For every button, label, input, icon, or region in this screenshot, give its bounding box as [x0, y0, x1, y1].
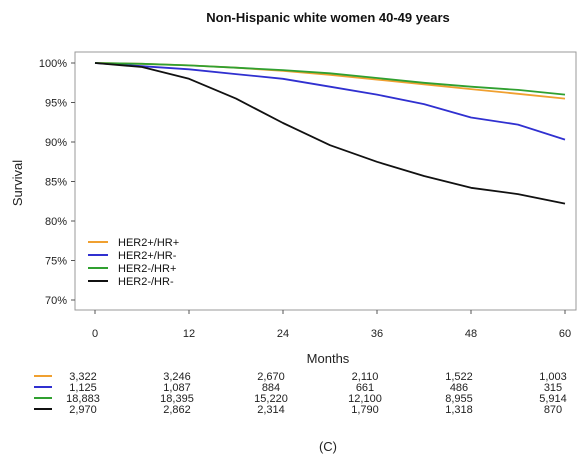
y-axis-label: Survival — [10, 160, 25, 206]
risk-count: 8,955 — [445, 393, 473, 405]
risk-count: 661 — [356, 382, 374, 394]
y-tick-label: 70% — [45, 295, 67, 307]
legend-label: HER2-/HR- — [118, 276, 174, 288]
series-line — [94, 62, 566, 96]
risk-count: 3,246 — [163, 371, 191, 383]
risk-count: 5,914 — [539, 393, 567, 405]
figure-caption: (C) — [319, 439, 337, 454]
legend-label: HER2+/HR+ — [118, 237, 179, 249]
risk-count: 870 — [544, 404, 562, 416]
chart-title: Non-Hispanic white women 40-49 years — [206, 10, 449, 25]
legend-label: HER2-/HR+ — [118, 263, 176, 275]
x-axis-label: Months — [307, 351, 350, 366]
risk-count: 18,883 — [66, 393, 100, 405]
x-tick-label: 48 — [465, 328, 477, 340]
risk-count: 1,087 — [163, 382, 191, 394]
x-tick-label: 12 — [183, 328, 195, 340]
x-tick-label: 0 — [92, 328, 98, 340]
risk-count: 1,522 — [445, 371, 473, 383]
risk-count: 3,322 — [69, 371, 97, 383]
risk-count: 18,395 — [160, 393, 194, 405]
x-tick-label: 60 — [559, 328, 571, 340]
plot-area: 70% 75% 80% 85% 90% 95% 100% 0 12 24 36 48 60 — [39, 51, 577, 340]
risk-count: 2,314 — [257, 404, 285, 416]
risk-count: 2,110 — [352, 371, 379, 383]
y-tick-label: 90% — [45, 137, 67, 149]
x-tick-label: 36 — [371, 328, 383, 340]
y-tick-label: 100% — [39, 58, 67, 70]
risk-count: 884 — [262, 382, 280, 394]
risk-count: 12,100 — [348, 393, 382, 405]
risk-count: 315 — [544, 382, 562, 394]
risk-count: 15,220 — [254, 393, 288, 405]
y-tick-label: 80% — [45, 216, 67, 228]
risk-count: 2,862 — [163, 404, 191, 416]
risk-table: 3,322 3,246 2,670 2,110 1,522 1,003 1,125 1,087… — [34, 371, 567, 416]
y-tick-label: 85% — [45, 177, 67, 189]
series-line — [94, 62, 566, 141]
series-line — [94, 62, 566, 205]
legend-label: HER2+/HR- — [118, 250, 177, 262]
risk-count: 1,003 — [539, 371, 567, 383]
risk-count: 1,125 — [69, 382, 97, 394]
risk-count: 2,970 — [69, 404, 97, 416]
risk-count: 1,318 — [445, 404, 473, 416]
x-tick-label: 24 — [277, 328, 289, 340]
y-tick-label: 95% — [45, 98, 67, 110]
risk-count: 2,670 — [257, 371, 285, 383]
legend: HER2+/HR+HER2+/HR-HER2-/HR+HER2-/HR- — [88, 237, 179, 288]
risk-count: 1,790 — [351, 404, 379, 416]
risk-count: 486 — [450, 382, 468, 394]
y-tick-label: 75% — [45, 256, 67, 268]
